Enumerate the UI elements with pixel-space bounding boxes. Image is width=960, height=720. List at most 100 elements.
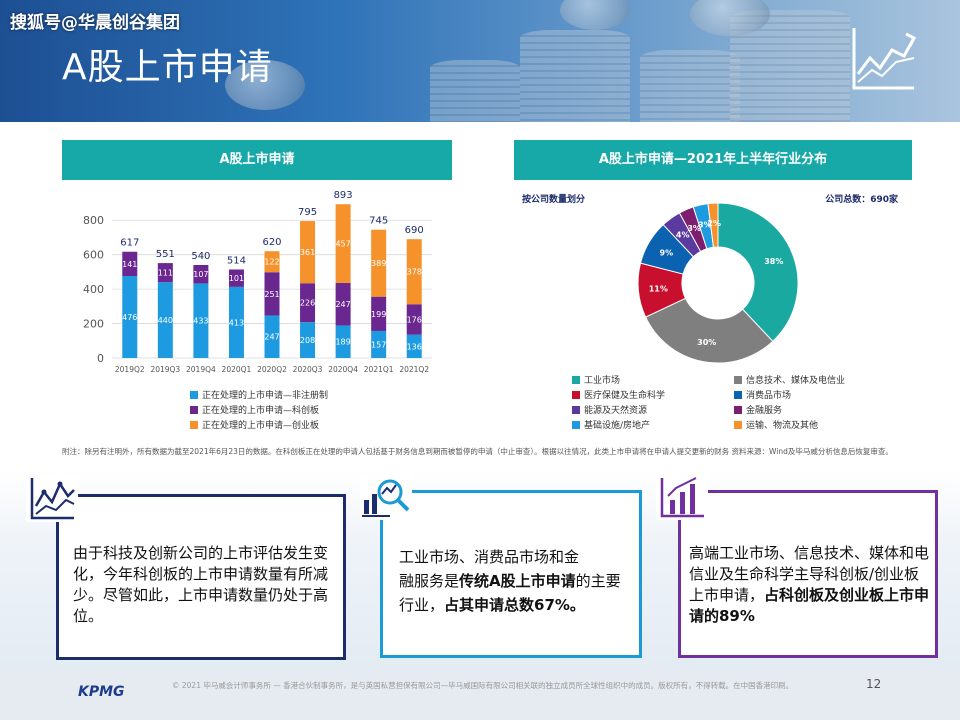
pie-legend-item: 信息技术、媒体及电信业 <box>734 372 902 387</box>
legend-swatch <box>190 405 198 414</box>
insight-left-text: 由于科技及创新公司的上市评估发生变化，今年科创板的上市申请数量有所减少。尽管如此… <box>73 544 329 625</box>
insight-middle-line2: 融服务是传统A股上市申请的主要行业，占其申请总数67%。 <box>399 569 631 617</box>
insight-middle-text: 工业市场、消费品市场和金 融服务是传统A股上市申请的主要行业，占其申请总数67%… <box>399 545 631 617</box>
bar-segment <box>264 315 280 358</box>
legend-swatch <box>572 375 580 384</box>
bar-total-label: 690 <box>405 225 424 236</box>
bar-total-label: 617 <box>120 238 139 249</box>
bar-segment <box>157 282 173 358</box>
highlight-text: 占科创板及创业板上市申请的89% <box>689 586 930 625</box>
bar-value-label: 226 <box>300 299 315 308</box>
bar-segment <box>193 283 209 358</box>
pie-legend-item: 工业市场 <box>572 372 734 387</box>
bar-value-label: 141 <box>122 260 137 269</box>
bar-value-label: 111 <box>158 269 173 278</box>
insight-right-text: 高端工业市场、信息技术、媒体和电信业及生命科学主导科创板/创业板上市申请，占科创… <box>689 543 933 627</box>
pie-legend-item: 能源及天然资源 <box>572 402 734 417</box>
donut-slice <box>644 297 774 364</box>
bar-segment <box>371 330 387 358</box>
bar-total-label: 620 <box>262 237 281 248</box>
bar-chart-legend: 正在处理的上市申请—非注册制 正在处理的上市申请—科创板 正在处理的上市申请—创… <box>190 387 328 432</box>
trend-chart-icon <box>26 476 78 522</box>
coin-stack-decoration <box>430 60 520 122</box>
legend-swatch <box>734 375 742 384</box>
page-number: 12 <box>866 677 882 691</box>
x-tick-label: 2020Q2 <box>257 365 287 374</box>
bar-value-label: 136 <box>407 342 422 351</box>
donut-slice <box>707 202 719 248</box>
bar-segment <box>335 204 351 283</box>
legend-label: 正在处理的上市申请—科创板 <box>202 406 320 416</box>
bar-value-label: 107 <box>193 270 208 279</box>
bar-chart-panel: A股上市申请 0 200 400 600 800 476 141 617 2019Q2 440 11… <box>62 140 452 440</box>
text-fragment: 高端工业市场、信息技术、媒体和电信业及生命科学主导科创板/创业板上市申请， <box>689 544 930 604</box>
legend-swatch <box>734 390 742 399</box>
y-tick-label: 600 <box>83 249 104 262</box>
bar-value-label: 247 <box>264 333 279 342</box>
coin-decoration <box>690 0 770 36</box>
bar-segment <box>157 263 173 283</box>
x-tick-label: 2021Q2 <box>399 365 429 374</box>
slice-value-label: 30% <box>697 338 716 347</box>
donut-chart: 38%30%11%9%4%3%3%2% <box>637 202 799 364</box>
bar-value-label: 361 <box>300 248 315 257</box>
page-title: A股上市申请 <box>62 47 273 88</box>
y-tick-label: 800 <box>83 214 104 227</box>
watermark-text: 搜狐号@华晨创谷集团 <box>10 13 180 33</box>
bar-value-label: 389 <box>371 259 386 268</box>
y-tick-label: 200 <box>83 318 104 331</box>
bar-growth-icon <box>656 474 708 520</box>
copyright-text: © 2021 毕马威会计师事务所 — 香港合伙制事务所，是与英国私营担保有限公司… <box>172 681 794 690</box>
bar-value-label: 378 <box>407 268 422 277</box>
growth-chart-icon <box>852 28 917 90</box>
bar-value-label: 247 <box>335 300 350 309</box>
analytics-magnifier-icon <box>360 474 412 520</box>
pie-legend-item: 金融服务 <box>734 402 902 417</box>
pie-legend-item: 运输、物流及其他 <box>734 417 902 432</box>
legend-swatch <box>190 420 198 429</box>
x-tick-label: 2019Q4 <box>186 365 216 374</box>
bar-value-label: 476 <box>122 313 137 322</box>
pie-subtitle-left: 按公司数量划分 <box>522 195 586 205</box>
coin-stack-decoration <box>640 50 740 122</box>
pie-chart-title: A股上市申请—2021年上半年行业分布 <box>514 140 912 180</box>
bar-segment <box>406 239 422 305</box>
slice-value-label: 11% <box>649 285 668 294</box>
bar-total-label: 745 <box>369 216 388 227</box>
bar-value-label: 440 <box>158 316 173 325</box>
bar-value-label: 157 <box>371 340 386 349</box>
legend-label: 工业市场 <box>584 376 621 386</box>
x-tick-label: 2020Q4 <box>328 365 358 374</box>
bar-value-label: 176 <box>407 315 422 324</box>
legend-swatch <box>572 405 580 414</box>
coin-stack-decoration <box>520 30 630 122</box>
bar-value-label: 208 <box>300 336 315 345</box>
highlight-text: 传统A股上市申请 <box>459 572 576 590</box>
bar-segment <box>300 283 316 323</box>
bar-segment <box>406 334 422 358</box>
legend-label: 信息技术、媒体及电信业 <box>746 376 846 386</box>
footnote: 附注：除另有注明外，所有数据为截至2021年6月23日的数据。在科创板正在处理的… <box>62 447 893 456</box>
coin-decoration <box>560 0 630 30</box>
legend-swatch <box>734 420 742 429</box>
bar-value-label: 122 <box>264 258 279 267</box>
bar-segment <box>122 276 138 358</box>
highlight-text: 占其申请总数67%。 <box>444 596 585 614</box>
bar-value-label: 101 <box>229 274 244 283</box>
bar-total-label: 551 <box>156 249 175 260</box>
bar-segment <box>335 282 351 326</box>
coin-decoration <box>225 60 305 110</box>
bar-total-label: 893 <box>334 190 353 201</box>
pie-chart-legend: 工业市场 信息技术、媒体及电信业 医疗保健及生命科学 消费品市场 能源及天然资源 金融服务… <box>572 372 902 432</box>
x-tick-label: 2020Q1 <box>222 365 252 374</box>
stacked-bar-chart: 0 200 400 600 800 476 141 617 2019Q2 440 111 551 201… <box>83 190 432 374</box>
bar-segment <box>228 269 244 287</box>
legend-label: 金融服务 <box>746 406 783 416</box>
insight-box-right: 高端工业市场、信息技术、媒体和电信业及生命科学主导科创板/创业板上市申请，占科创… <box>678 490 938 658</box>
slice-value-label: 3% <box>687 224 701 233</box>
legend-swatch <box>734 405 742 414</box>
bar-total-label: 514 <box>227 255 246 266</box>
insight-box-left: 由于科技及创新公司的上市评估发生变化，今年科创板的上市申请数量有所减少。尽管如此… <box>56 494 346 660</box>
bar-segment <box>371 229 387 297</box>
header-banner: 搜狐号@华晨创谷集团 A股上市申请 <box>0 0 960 122</box>
